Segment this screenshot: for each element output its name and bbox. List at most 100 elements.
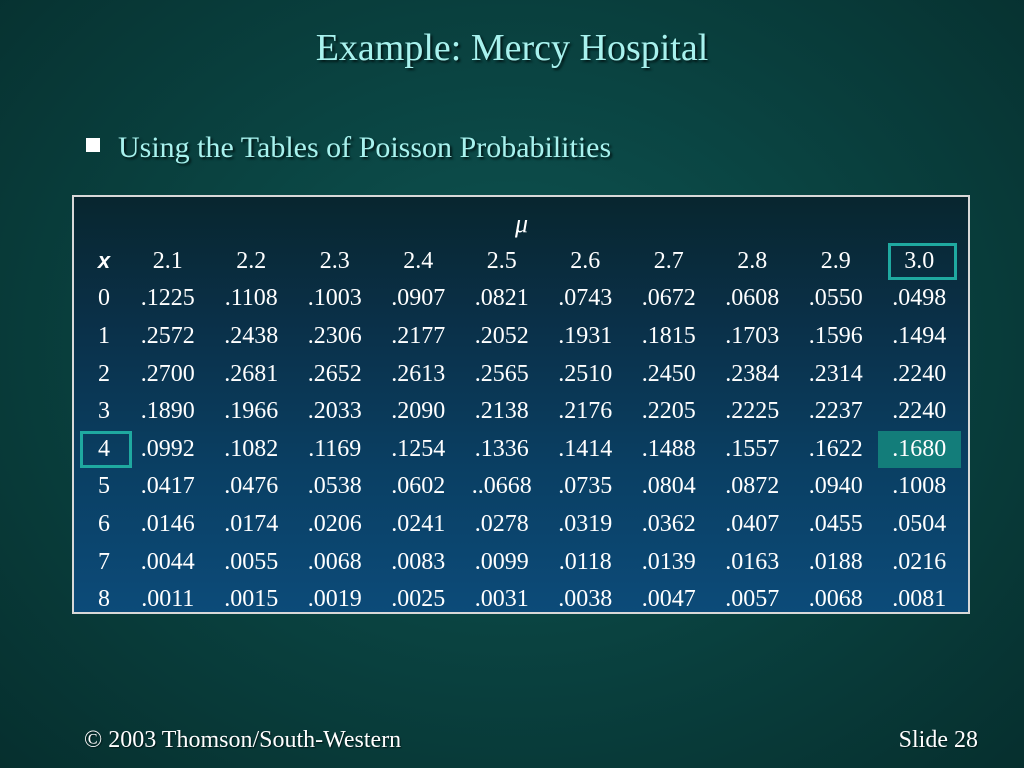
probability-cell: .0872 bbox=[725, 473, 780, 500]
probability-cell: .0068 bbox=[307, 548, 362, 575]
probability-cell: .0476 bbox=[224, 473, 279, 500]
selected-mu-box bbox=[887, 242, 957, 281]
probability-cell: .2306 bbox=[307, 323, 362, 350]
probability-cell: .2090 bbox=[391, 398, 446, 425]
probability-cell: .1622 bbox=[808, 435, 863, 462]
mu-value-header: 2.1 bbox=[152, 247, 183, 274]
row-x-label: 1 bbox=[98, 323, 110, 350]
probability-cell: .0015 bbox=[224, 586, 279, 613]
probability-cell: .0011 bbox=[141, 586, 195, 613]
mu-value-header: 2.9 bbox=[820, 247, 851, 274]
probability-cell: .0047 bbox=[641, 586, 696, 613]
poisson-grid: μ x 2.1 2.2 2.3 2.4 2.5 2.6 2.7 2.8 2.9 3.0 0 .1225 .1… bbox=[80, 205, 962, 619]
probability-cell: .1966 bbox=[224, 398, 279, 425]
probability-cell: .2240 bbox=[892, 360, 947, 387]
probability-cell: .1815 bbox=[641, 323, 696, 350]
probability-cell: .0672 bbox=[641, 285, 696, 312]
probability-cell: .0019 bbox=[307, 586, 362, 613]
probability-cell: .1488 bbox=[641, 435, 696, 462]
probability-cell: .2438 bbox=[224, 323, 279, 350]
probability-cell: .1108 bbox=[224, 285, 278, 312]
x-header: x bbox=[97, 248, 111, 274]
mu-value-header: 2.7 bbox=[653, 247, 684, 274]
bullet-item: Using the Tables of Poisson Probabilitie… bbox=[86, 131, 611, 165]
row-x-label: 5 bbox=[98, 473, 110, 500]
probability-cell: .1003 bbox=[307, 285, 362, 312]
probability-cell: .0602 bbox=[391, 473, 446, 500]
probability-cell: .0455 bbox=[808, 511, 863, 538]
probability-cell: .0188 bbox=[808, 548, 863, 575]
highlighted-probability: .1680 bbox=[877, 430, 961, 469]
probability-cell: .0417 bbox=[140, 473, 195, 500]
probability-cell: .0907 bbox=[391, 285, 446, 312]
probability-cell: .2138 bbox=[474, 398, 529, 425]
probability-cell: .0163 bbox=[725, 548, 780, 575]
probability-cell: .2700 bbox=[140, 360, 195, 387]
probability-cell: .2384 bbox=[725, 360, 780, 387]
mu-value-header: 2.8 bbox=[737, 247, 768, 274]
probability-cell: .0055 bbox=[224, 548, 279, 575]
probability-cell: .1494 bbox=[892, 323, 947, 350]
probability-cell: .2613 bbox=[391, 360, 446, 387]
bullet-text: Using the Tables of Poisson Probabilitie… bbox=[118, 131, 612, 164]
probability-cell: .0099 bbox=[474, 548, 529, 575]
selected-x-box bbox=[80, 430, 132, 469]
row-x-label: 7 bbox=[98, 548, 110, 575]
slide-title: Example: Mercy Hospital bbox=[315, 27, 709, 69]
probability-cell: .2052 bbox=[474, 323, 529, 350]
probability-cell: .0407 bbox=[725, 511, 780, 538]
probability-cell: .1596 bbox=[808, 323, 863, 350]
mu-header: μ bbox=[514, 208, 529, 238]
probability-cell: .0206 bbox=[307, 511, 362, 538]
probability-cell: ..0668 bbox=[471, 473, 532, 500]
slide-number: Slide 28 bbox=[898, 727, 978, 753]
probability-cell: .0821 bbox=[474, 285, 529, 312]
probability-cell: .0146 bbox=[140, 511, 195, 538]
probability-cell: .2652 bbox=[307, 360, 362, 387]
row-x-label: 4 bbox=[80, 430, 132, 469]
probability-cell: .0031 bbox=[474, 586, 529, 613]
row-x-label: 6 bbox=[98, 511, 110, 538]
probability-cell: .0498 bbox=[892, 285, 947, 312]
probability-cell: .0025 bbox=[391, 586, 446, 613]
probability-cell: .0735 bbox=[558, 473, 613, 500]
probability-cell: .0804 bbox=[641, 473, 696, 500]
probability-cell: .1703 bbox=[725, 323, 780, 350]
probability-cell: .2205 bbox=[641, 398, 696, 425]
probability-cell: .0139 bbox=[641, 548, 696, 575]
probability-cell: .0538 bbox=[307, 473, 362, 500]
row-x-label: 8 bbox=[98, 586, 110, 613]
row-x-label: 2 bbox=[98, 360, 110, 387]
square-bullet-icon bbox=[86, 138, 100, 152]
footer-copyright: © 2003 Thomson/South-Western bbox=[84, 727, 402, 753]
probability-cell: .0992 bbox=[140, 435, 195, 462]
probability-cell: .2176 bbox=[558, 398, 613, 425]
probability-cell: .0743 bbox=[558, 285, 613, 312]
probability-cell: .2314 bbox=[808, 360, 863, 387]
probability-cell: .0057 bbox=[725, 586, 780, 613]
probability-cell: .0044 bbox=[140, 548, 195, 575]
probability-cell: .2240 bbox=[892, 398, 947, 425]
probability-cell: .2450 bbox=[641, 360, 696, 387]
probability-cell: .0319 bbox=[558, 511, 613, 538]
mu-value-header: 2.6 bbox=[570, 247, 601, 274]
mu-value-header: 2.3 bbox=[319, 247, 350, 274]
probability-cell: .2572 bbox=[140, 323, 195, 350]
probability-cell: .2565 bbox=[474, 360, 529, 387]
probability-cell: .2510 bbox=[558, 360, 613, 387]
probability-cell: .2681 bbox=[224, 360, 279, 387]
probability-cell: .0068 bbox=[808, 586, 863, 613]
probability-cell: .0081 bbox=[892, 586, 947, 613]
poisson-table: μ x 2.1 2.2 2.3 2.4 2.5 2.6 2.7 2.8 2.9 3.0 0 .1225 .1… bbox=[72, 195, 970, 614]
probability-cell: .0241 bbox=[391, 511, 446, 538]
probability-cell: .1414 bbox=[558, 435, 613, 462]
mu-value-header: 2.4 bbox=[403, 247, 434, 274]
row-x-label: 0 bbox=[98, 285, 110, 312]
probability-cell: .2225 bbox=[725, 398, 780, 425]
probability-cell: .1082 bbox=[224, 435, 279, 462]
probability-cell: .2177 bbox=[391, 323, 446, 350]
probability-cell: .2237 bbox=[808, 398, 863, 425]
probability-cell: .0038 bbox=[558, 586, 613, 613]
probability-cell: .0278 bbox=[474, 511, 529, 538]
mu-value-header: 2.2 bbox=[236, 247, 267, 274]
